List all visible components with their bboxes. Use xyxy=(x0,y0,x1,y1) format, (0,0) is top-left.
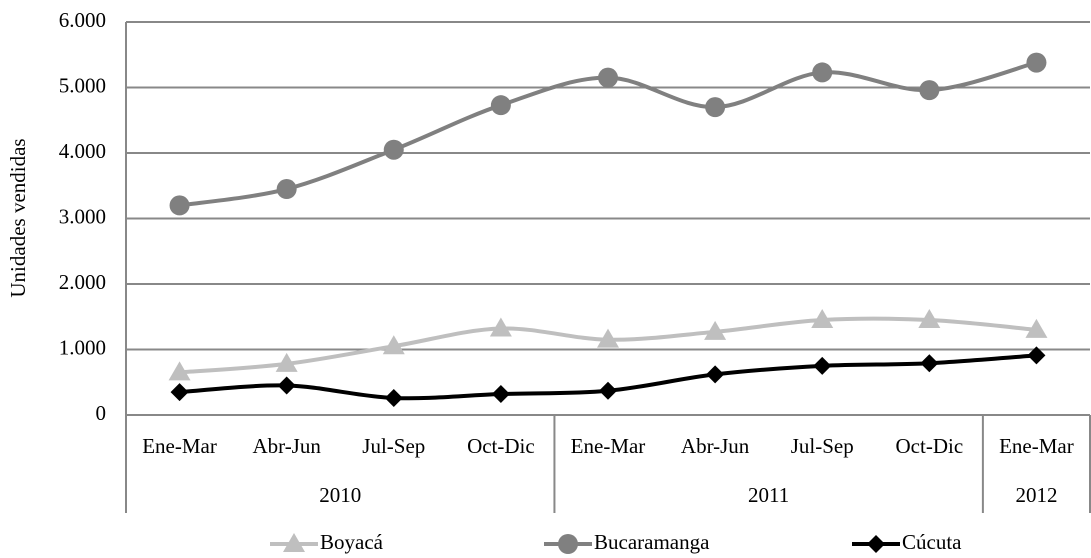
y-tick-label: 6.000 xyxy=(59,8,106,32)
y-tick-label: 4.000 xyxy=(59,139,106,163)
legend-marker xyxy=(283,533,305,552)
data-point xyxy=(598,67,618,88)
data-point xyxy=(706,365,725,384)
data-point xyxy=(813,356,832,375)
data-point xyxy=(597,328,619,348)
data-point xyxy=(1025,318,1048,338)
data-point xyxy=(275,352,298,372)
data-point xyxy=(489,317,512,337)
data-point xyxy=(491,385,510,404)
data-point xyxy=(277,376,296,395)
data-point xyxy=(920,354,939,373)
legend-marker xyxy=(558,534,578,554)
data-point xyxy=(705,97,726,118)
x-tick-label: Jul-Sep xyxy=(362,434,425,458)
data-point xyxy=(168,361,191,381)
x-tick-label: Oct-Dic xyxy=(467,434,535,458)
x-tick-label: Ene-Mar xyxy=(142,434,217,458)
legend-marker xyxy=(867,535,885,553)
y-tick-label: 2.000 xyxy=(59,270,106,294)
x-tick-label: Jul-Sep xyxy=(791,434,854,458)
data-point xyxy=(276,179,297,200)
y-tick-label: 1.000 xyxy=(59,335,106,359)
y-tick-label: 0 xyxy=(96,401,107,425)
x-group-label: 2011 xyxy=(748,483,789,507)
x-tick-label: Ene-Mar xyxy=(571,434,646,458)
legend-label: Bucaramanga xyxy=(594,530,710,554)
data-point xyxy=(811,309,834,329)
data-point xyxy=(1027,346,1046,365)
data-point xyxy=(490,95,511,116)
legend-label: Cúcuta xyxy=(902,530,962,554)
y-axis-title: Unidades vendidas xyxy=(6,138,30,297)
x-tick-label: Abr-Jun xyxy=(681,434,750,458)
y-tick-label: 3.000 xyxy=(59,204,106,228)
data-point xyxy=(382,335,405,355)
data-point xyxy=(919,80,940,101)
x-group-label: 2012 xyxy=(1015,483,1057,507)
data-point xyxy=(383,139,404,160)
data-point xyxy=(1026,52,1047,73)
data-point xyxy=(918,309,941,329)
data-point xyxy=(384,388,403,407)
data-point xyxy=(812,62,833,83)
x-tick-label: Ene-Mar xyxy=(999,434,1074,458)
legend-label: Boyacá xyxy=(320,530,384,554)
data-point xyxy=(599,381,617,400)
data-point xyxy=(170,383,189,402)
y-tick-label: 5.000 xyxy=(59,73,106,97)
data-point xyxy=(704,320,727,340)
x-tick-label: Oct-Dic xyxy=(896,434,964,458)
data-point xyxy=(169,195,190,216)
x-tick-label: Abr-Jun xyxy=(252,434,321,458)
x-group-label: 2010 xyxy=(319,483,361,507)
